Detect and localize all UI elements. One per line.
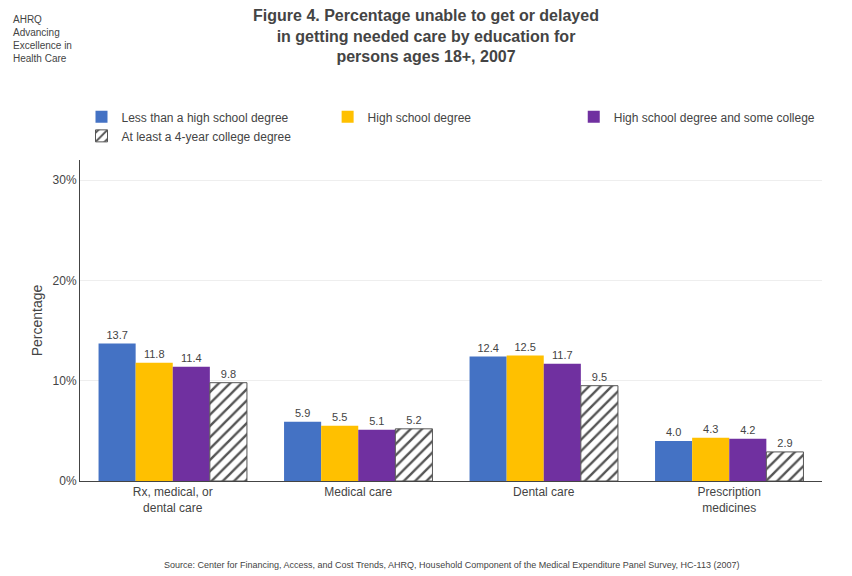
svg-text:5.2: 5.2: [406, 414, 421, 426]
svg-text:Rx, medical, ordental care: Rx, medical, ordental care: [133, 485, 213, 515]
svg-text:High school degree and some co: High school degree and some college: [614, 111, 815, 125]
svg-text:Less than a high school degree: Less than a high school degree: [122, 111, 289, 125]
svg-text:At least a 4-year college degr: At least a 4-year college degree: [122, 130, 292, 144]
svg-text:12.5: 12.5: [514, 341, 535, 353]
svg-text:5.5: 5.5: [332, 411, 347, 423]
svg-text:5.1: 5.1: [369, 415, 384, 427]
svg-text:11.8: 11.8: [144, 348, 165, 360]
svg-text:Prescriptionmedicines: Prescriptionmedicines: [698, 485, 761, 515]
svg-text:0%: 0%: [59, 474, 77, 488]
svg-text:Dental care: Dental care: [513, 485, 575, 499]
svg-text:11.4: 11.4: [181, 352, 202, 364]
svg-text:4.0: 4.0: [666, 426, 681, 438]
svg-text:5.9: 5.9: [295, 407, 310, 419]
svg-text:10%: 10%: [53, 374, 77, 388]
svg-text:4.3: 4.3: [703, 423, 718, 435]
svg-text:20%: 20%: [53, 274, 77, 288]
svg-text:Medical care: Medical care: [324, 485, 392, 499]
svg-text:Figure 4. Percentage unable to: Figure 4. Percentage unable to get or de…: [253, 7, 599, 66]
svg-text:13.7: 13.7: [106, 329, 127, 341]
svg-text:12.4: 12.4: [477, 342, 498, 354]
svg-text:30%: 30%: [53, 173, 77, 187]
svg-text:9.8: 9.8: [221, 368, 236, 380]
svg-text:Source: Center for Financing,: Source: Center for Financing, Access, an…: [164, 560, 739, 570]
svg-text:9.5: 9.5: [592, 371, 607, 383]
svg-text:2.9: 2.9: [777, 437, 792, 449]
svg-text:AHRQAdvancingExcellence inHeal: AHRQAdvancingExcellence inHealth Care: [13, 14, 72, 64]
svg-text:11.7: 11.7: [552, 349, 573, 361]
svg-text:Percentage: Percentage: [29, 284, 45, 356]
svg-text:High school degree: High school degree: [368, 111, 472, 125]
svg-text:4.2: 4.2: [740, 424, 755, 436]
